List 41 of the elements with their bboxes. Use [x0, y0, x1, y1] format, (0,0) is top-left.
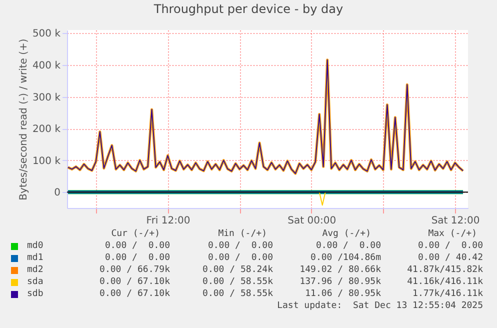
text: 0.00 / 67.10k — [100, 277, 170, 288]
text: 41.16k/416.11k — [407, 277, 483, 288]
text: Avg (-/+) — [322, 229, 371, 240]
text: 0.00 / 66.79k — [100, 265, 170, 276]
legend-label: md2 — [27, 265, 44, 276]
chart-title: Throughput per device - by day — [152, 2, 344, 16]
text: Last update: Sat Dec 13 12:55:04 2025 — [277, 301, 483, 312]
text: 0.00 / 40.42 — [418, 253, 483, 264]
text: 41.87k/415.82k — [407, 265, 483, 276]
x-tick-label: Fri 12:00 — [146, 216, 190, 226]
y-tick-label: 200 k — [32, 124, 61, 136]
y-tick-label: 400 k — [32, 60, 61, 72]
text: 11.06 / 80.95k — [305, 289, 381, 300]
text: Min (-/+) — [218, 229, 267, 240]
text: 0.00 / 0.00 — [418, 241, 483, 252]
text: 0.00 / 0.00 — [208, 253, 273, 264]
text: 0.00 / 67.10k — [100, 289, 170, 300]
text: 1.77k/416.11k — [412, 289, 483, 300]
legend-label: sda — [27, 277, 44, 288]
text: 149.02 / 80.66k — [300, 265, 381, 276]
text: 0.00 / 0.00 — [104, 253, 170, 264]
text: 0.00 / 58.24k — [202, 265, 273, 276]
x-tick-label: Sat 00:00 — [288, 216, 336, 226]
text: 0.00 / 58.55k — [202, 289, 273, 300]
text: 0.00 / 58.55k — [202, 277, 273, 288]
y-tick-label: 100 k — [32, 156, 61, 167]
text: 137.96 / 80.95k — [300, 277, 381, 288]
text: 0.00 / 0.00 — [316, 241, 381, 252]
text: Cur (-/+) — [111, 229, 160, 240]
text: 0.00 /104.86m — [310, 253, 381, 264]
legend-label: sdb — [27, 289, 44, 300]
text: 0.00 / 0.00 — [104, 241, 170, 252]
y-tick-label: 300 k — [32, 92, 61, 104]
y-tick-label: 500 k — [32, 28, 61, 40]
y-tick-label: 0 — [54, 188, 60, 199]
text: 0.00 / 0.00 — [208, 241, 273, 252]
text: Max (-/+) — [428, 229, 477, 240]
legend-label: md0 — [27, 241, 44, 252]
x-tick-label: Sat 12:00 — [431, 216, 480, 226]
legend-label: md1 — [27, 253, 44, 264]
y-axis-title: Bytes/second read (-) / write (+) — [18, 38, 30, 200]
